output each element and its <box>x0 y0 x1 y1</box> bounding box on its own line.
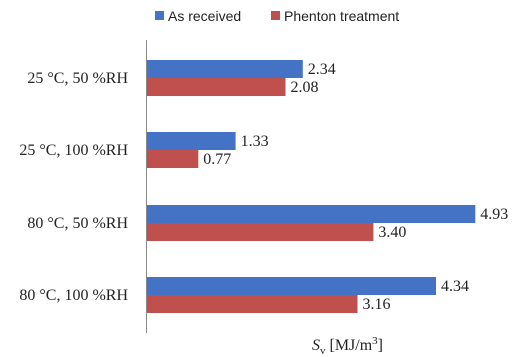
legend-swatch-phenton-treatment <box>271 11 280 20</box>
value-label-phenton-treatment-25-c-50-rh: 2.08 <box>291 79 319 96</box>
x-axis-superscript: 3 <box>372 335 378 347</box>
category-label-25-c-50-rh: 25 °C, 50 %RH <box>27 70 128 87</box>
category-label-80-c-50-rh: 80 °C, 50 %RH <box>27 215 128 232</box>
bar-as-received-80-c-50-rh <box>147 205 476 223</box>
x-axis-title: Sv [MJ/m3] <box>312 335 383 357</box>
x-axis-unit-close: ] <box>378 337 383 354</box>
legend-label-phenton-treatment: Phenton treatment <box>284 8 399 24</box>
legend: As received Phenton treatment <box>155 8 399 24</box>
bar-phenton-treatment-25-c-100-rh <box>147 150 199 168</box>
bar-phenton-treatment-80-c-50-rh <box>147 223 374 241</box>
x-axis-subscript: v <box>320 345 326 357</box>
value-label-as-received-80-c-100-rh: 4.34 <box>441 278 469 295</box>
value-label-as-received-80-c-50-rh: 4.93 <box>480 206 508 223</box>
value-label-phenton-treatment-25-c-100-rh: 0.77 <box>203 151 231 168</box>
x-axis-unit: [MJ/m <box>326 337 373 354</box>
bar-as-received-80-c-100-rh <box>147 277 436 295</box>
bar-as-received-25-c-100-rh <box>147 132 236 150</box>
bar-phenton-treatment-80-c-100-rh <box>147 295 358 313</box>
value-label-phenton-treatment-80-c-50-rh: 3.40 <box>378 224 406 241</box>
value-label-as-received-25-c-100-rh: 1.33 <box>241 133 269 150</box>
bar-as-received-25-c-50-rh <box>147 60 303 78</box>
category-label-25-c-100-rh: 25 °C, 100 %RH <box>19 142 128 159</box>
value-label-phenton-treatment-80-c-100-rh: 3.16 <box>363 296 391 313</box>
x-axis-symbol: S <box>312 337 320 354</box>
legend-swatch-as-received <box>155 11 164 20</box>
bar-phenton-treatment-25-c-50-rh <box>147 78 286 96</box>
value-label-as-received-25-c-50-rh: 2.34 <box>308 61 336 78</box>
category-label-80-c-100-rh: 80 °C, 100 %RH <box>19 287 128 304</box>
plot-area: 25 °C, 50 %RH 2.342.08 25 °C, 100 %RH 1.33 0… <box>19 60 508 313</box>
legend-label-as-received: As received <box>168 8 241 24</box>
